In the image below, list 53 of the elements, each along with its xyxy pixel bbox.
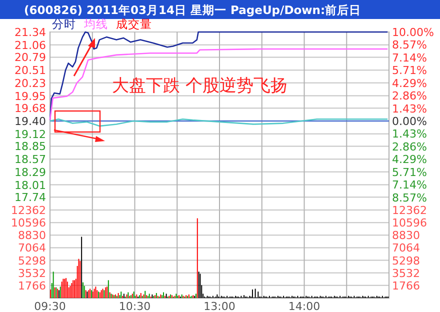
y-tick-label: 21.06	[14, 38, 46, 52]
y2-tick-label: 7064	[392, 242, 420, 255]
x-tick-label: 10:30	[118, 300, 151, 312]
y2-tick-label: 8.57%	[392, 38, 427, 52]
y2-tick-label: 1.43%	[392, 102, 427, 116]
y2-tick-label: 7.14%	[392, 51, 427, 64]
series-label: 分时	[52, 17, 76, 31]
y2-tick-label: 2.86%	[392, 90, 427, 103]
y2-tick-label: 5.71%	[392, 166, 427, 179]
y2-tick-label: 8.57%	[392, 191, 427, 204]
chart-title: (600826) 2011年03月14日 星期一 PageUp/Down:前后日	[24, 3, 362, 17]
y2-tick-label: 3532	[392, 266, 420, 280]
x-tick-label: 13:00	[204, 300, 236, 312]
y2-tick-label: 8830	[392, 229, 420, 242]
y-tick-label: 3532	[18, 266, 46, 280]
y2-tick-label: 10596	[392, 216, 427, 230]
y-tick-label: 18.29	[14, 166, 46, 179]
y2-tick-label: 4.29%	[392, 153, 427, 166]
y-tick-label: 18.57	[14, 153, 46, 166]
y-tick-label: 1766	[18, 279, 46, 292]
y-tick-label: 20.23	[14, 76, 46, 90]
y-tick-label: 19.68	[14, 102, 46, 116]
y-tick-label: 19.40	[14, 115, 46, 128]
y-tick-label: 18.01	[14, 178, 46, 192]
line-series	[49, 118, 388, 127]
annotation: 大盘下跌 个股逆势飞扬	[112, 76, 288, 96]
y2-tick-label: 4.29%	[392, 76, 427, 90]
y2-tick-label: 5298	[392, 254, 420, 268]
y2-tick-label: 1.43%	[392, 128, 427, 141]
y2-tick-label: 2.86%	[392, 140, 427, 154]
y-tick-label: 20.79	[14, 51, 46, 64]
y2-tick-label: 7.14%	[392, 178, 427, 192]
y-tick-label: 21.34	[14, 26, 46, 39]
y-tick-label: 20.51	[14, 64, 46, 78]
y2-tick-label: 10.00%	[392, 26, 434, 39]
x-tick-label: 14:00	[288, 300, 320, 312]
y2-tick-label: 0.00%	[392, 115, 427, 128]
y-tick-label: 18.85	[14, 140, 46, 154]
y-tick-label: 12362	[11, 204, 46, 217]
text: 成交量	[116, 17, 152, 31]
y-tick-label: 19.95	[14, 90, 46, 103]
y-tick-label: 17.74	[14, 191, 46, 204]
y-tick-label: 8830	[18, 229, 46, 242]
text: 均线	[83, 17, 108, 31]
y-tick-label: 5298	[18, 254, 46, 268]
y-tick-label: 7064	[18, 242, 46, 255]
y-tick-label: 10596	[11, 216, 46, 230]
x-tick-label: 09:30	[34, 300, 66, 312]
y2-tick-label: 1766	[392, 279, 420, 292]
y-tick-label: 19.12	[14, 128, 46, 141]
y2-tick-label: 5.71%	[392, 64, 427, 78]
line-series	[49, 48, 388, 121]
y2-tick-label: 12362	[392, 204, 427, 217]
